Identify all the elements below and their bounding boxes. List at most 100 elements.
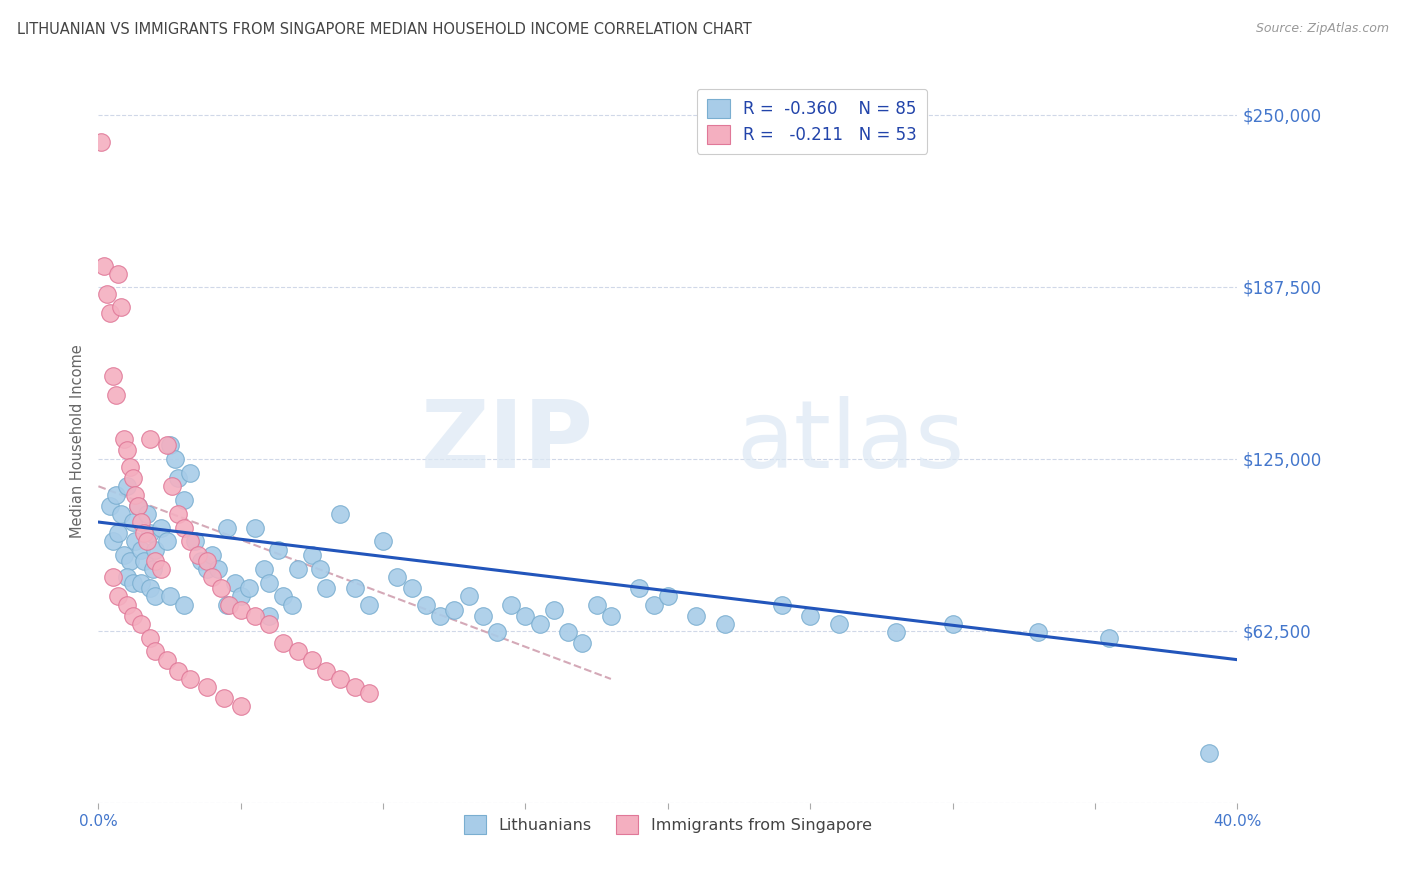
Point <box>212 691 235 706</box>
Point <box>115 443 138 458</box>
Point <box>301 548 323 562</box>
Point <box>179 672 201 686</box>
Point <box>162 479 184 493</box>
Point <box>515 608 537 623</box>
Point <box>167 664 190 678</box>
Point <box>173 598 195 612</box>
Point <box>167 507 190 521</box>
Point <box>229 699 252 714</box>
Text: ZIP: ZIP <box>420 395 593 488</box>
Point <box>118 460 141 475</box>
Point <box>107 526 129 541</box>
Point <box>585 598 607 612</box>
Point <box>429 608 451 623</box>
Point <box>600 608 623 623</box>
Point <box>104 388 127 402</box>
Point <box>179 534 201 549</box>
Point <box>259 616 281 631</box>
Point <box>159 590 181 604</box>
Point <box>129 515 152 529</box>
Point <box>127 499 149 513</box>
Point <box>229 590 252 604</box>
Point <box>93 259 115 273</box>
Point <box>685 608 707 623</box>
Point <box>770 598 793 612</box>
Point <box>121 515 143 529</box>
Point <box>159 438 181 452</box>
Point <box>243 520 266 534</box>
Point <box>343 581 366 595</box>
Point <box>156 438 179 452</box>
Point <box>942 616 965 631</box>
Point <box>229 603 252 617</box>
Point <box>138 581 160 595</box>
Point <box>101 534 124 549</box>
Point <box>98 306 121 320</box>
Point <box>557 625 579 640</box>
Point <box>138 631 160 645</box>
Point <box>215 520 238 534</box>
Point <box>273 590 295 604</box>
Point <box>1026 625 1049 640</box>
Point <box>884 625 907 640</box>
Point <box>138 526 160 541</box>
Text: LITHUANIAN VS IMMIGRANTS FROM SINGAPORE MEDIAN HOUSEHOLD INCOME CORRELATION CHAR: LITHUANIAN VS IMMIGRANTS FROM SINGAPORE … <box>17 22 752 37</box>
Point <box>1098 631 1121 645</box>
Point <box>259 608 281 623</box>
Point <box>187 548 209 562</box>
Point <box>207 562 229 576</box>
Point <box>127 499 149 513</box>
Point <box>201 570 224 584</box>
Point <box>281 598 304 612</box>
Point <box>156 534 179 549</box>
Legend: Lithuanians, Immigrants from Singapore: Lithuanians, Immigrants from Singapore <box>456 807 880 842</box>
Point <box>315 581 337 595</box>
Point <box>184 534 207 549</box>
Point <box>224 575 246 590</box>
Point <box>628 581 651 595</box>
Point <box>309 562 332 576</box>
Point <box>110 301 132 315</box>
Point <box>357 686 380 700</box>
Point <box>1198 746 1220 760</box>
Point <box>124 534 146 549</box>
Point <box>150 562 173 576</box>
Point <box>124 487 146 501</box>
Point <box>115 479 138 493</box>
Point <box>132 526 155 541</box>
Point <box>529 616 551 631</box>
Point <box>415 598 437 612</box>
Point <box>96 286 118 301</box>
Point <box>173 520 195 534</box>
Point <box>471 608 494 623</box>
Point <box>486 625 509 640</box>
Point <box>129 575 152 590</box>
Point <box>98 499 121 513</box>
Point <box>121 575 143 590</box>
Point <box>112 433 135 447</box>
Point <box>112 548 135 562</box>
Point <box>110 507 132 521</box>
Point <box>443 603 465 617</box>
Point <box>121 471 143 485</box>
Point <box>141 562 163 576</box>
Point <box>457 590 479 604</box>
Point <box>90 135 112 149</box>
Point <box>501 598 523 612</box>
Point <box>273 636 295 650</box>
Point <box>129 616 152 631</box>
Point <box>218 598 240 612</box>
Point <box>107 590 129 604</box>
Point <box>101 369 124 384</box>
Point <box>343 680 366 694</box>
Point <box>145 553 167 567</box>
Point <box>179 466 201 480</box>
Point <box>195 562 218 576</box>
Point <box>259 575 281 590</box>
Point <box>118 553 141 567</box>
Point <box>135 534 157 549</box>
Point <box>287 562 309 576</box>
Point <box>373 534 395 549</box>
Point <box>329 507 352 521</box>
Point <box>190 553 212 567</box>
